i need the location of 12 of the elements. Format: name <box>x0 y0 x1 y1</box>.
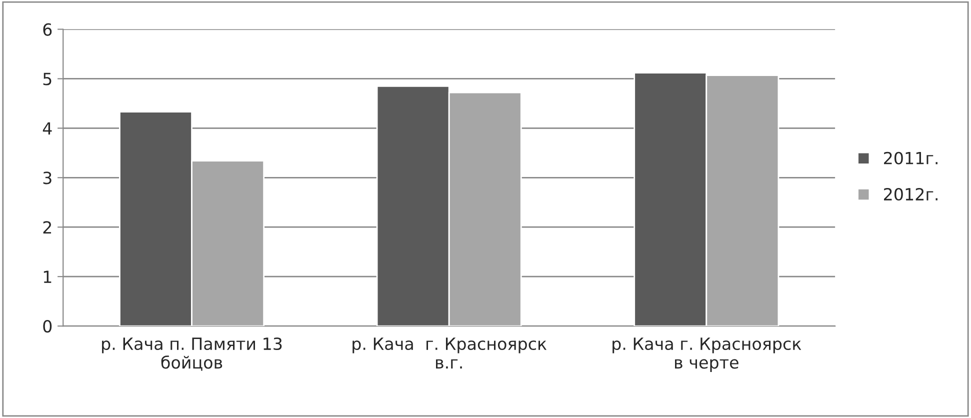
x-tick-label: р. Кача п. Памяти 13 бойцов <box>102 337 282 371</box>
legend-label: 2012г. <box>884 188 938 201</box>
y-tick-label: 6 <box>43 23 52 36</box>
y-tick-label: 1 <box>44 270 52 283</box>
legend-label: 2011г. <box>884 152 938 164</box>
x-tick-label: р. Кача г. Красноярск в черте <box>612 338 802 372</box>
y-tick-label: 0 <box>43 320 52 333</box>
x-tick-label: р. Кача г. Красноярск в.г. <box>352 338 547 368</box>
y-tick-label: 2 <box>43 221 52 234</box>
y-tick-label: 4 <box>42 122 52 135</box>
y-tick-label: 5 <box>43 72 52 86</box>
y-tick-label: 3 <box>43 172 52 184</box>
